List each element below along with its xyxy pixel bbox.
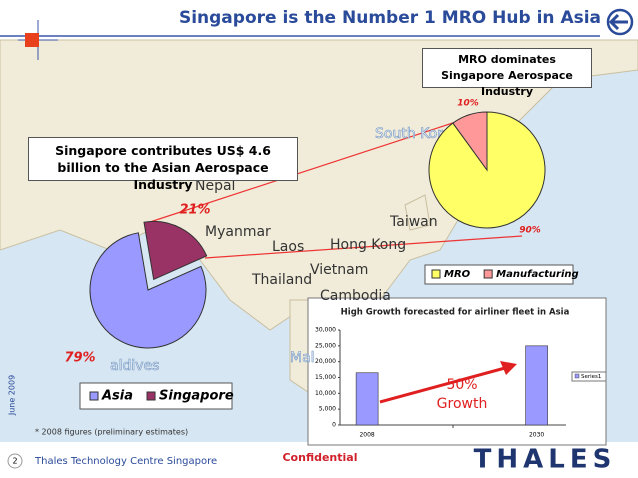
legend-label: Series1 [581,374,601,380]
classification: Confidential [282,451,357,464]
map-label: Laos [272,239,304,255]
legend-label: Asia [101,389,133,404]
map-label: Mal [290,350,315,366]
x-tick-label: 2030 [529,432,544,439]
y-tick-label: 25,000 [315,342,336,349]
map-label: Myanmar [205,224,271,240]
bar [525,345,548,426]
page-badge [7,453,23,469]
map-land [404,194,431,231]
bar-chart-frame [307,297,607,446]
map-label: aldives [110,358,159,374]
pie-slice [89,232,207,349]
page-number: 2 [12,457,17,466]
legend-swatch [146,391,156,401]
map-label: Nepal [195,178,235,194]
annotation: Growth [437,396,488,412]
legend-swatch [431,269,441,279]
pie-slice [452,111,488,172]
map-label: Thailand [251,272,312,288]
legend-label: Singapore [159,389,234,404]
pie-slice [143,220,208,281]
logo: THALES [474,445,617,475]
value-label: 90% [519,226,541,236]
map-label: South Kore [375,126,451,142]
legend-swatch [574,373,580,379]
back-arrow [608,13,628,31]
corner-square [25,33,39,47]
map-label: Vietnam [310,262,368,278]
y-tick-label: 5,000 [319,406,336,413]
value-label: 21% [179,203,210,218]
legend-label: Manufacturing [496,269,579,280]
growth-arrow-head [500,361,517,375]
date: June 2009 [8,375,17,416]
legend-box [424,264,574,285]
legend-box [79,382,233,410]
legend-swatch [483,269,493,279]
map-label: Cambodia [320,288,391,304]
y-tick-label: 30,000 [315,327,336,334]
title: Singapore is the Number 1 MRO Hub in Asi… [179,8,601,28]
pie-title: MRO dominates Singapore Aerospace Indust… [422,48,592,98]
legend-box [571,371,607,382]
y-tick-label: 20,000 [315,358,336,365]
map-label: Taiwan [389,214,438,230]
x-tick-label: 2008 [359,432,374,439]
growth-arrow [379,366,506,404]
connector [204,235,523,259]
y-tick-label: 10,000 [315,390,336,397]
annotation: 50% [446,377,477,393]
company: Thales Technology Centre Singapore [34,456,217,467]
legend-swatch [89,391,99,401]
note: * 2008 figures (preliminary estimates) [35,428,188,437]
value-label: 79% [64,351,95,366]
value-label: 10% [457,99,479,109]
map-label: Hong Kong [330,237,406,253]
connector [149,117,469,223]
legend-label: MRO [444,269,471,280]
chart-title: High Growth forecasted for airliner flee… [341,308,570,318]
callout: Singapore contributes US$ 4.6 billion to… [28,137,298,192]
bar [355,372,379,426]
y-tick-label: 15,000 [315,374,336,381]
y-tick-label: 0 [332,422,336,429]
